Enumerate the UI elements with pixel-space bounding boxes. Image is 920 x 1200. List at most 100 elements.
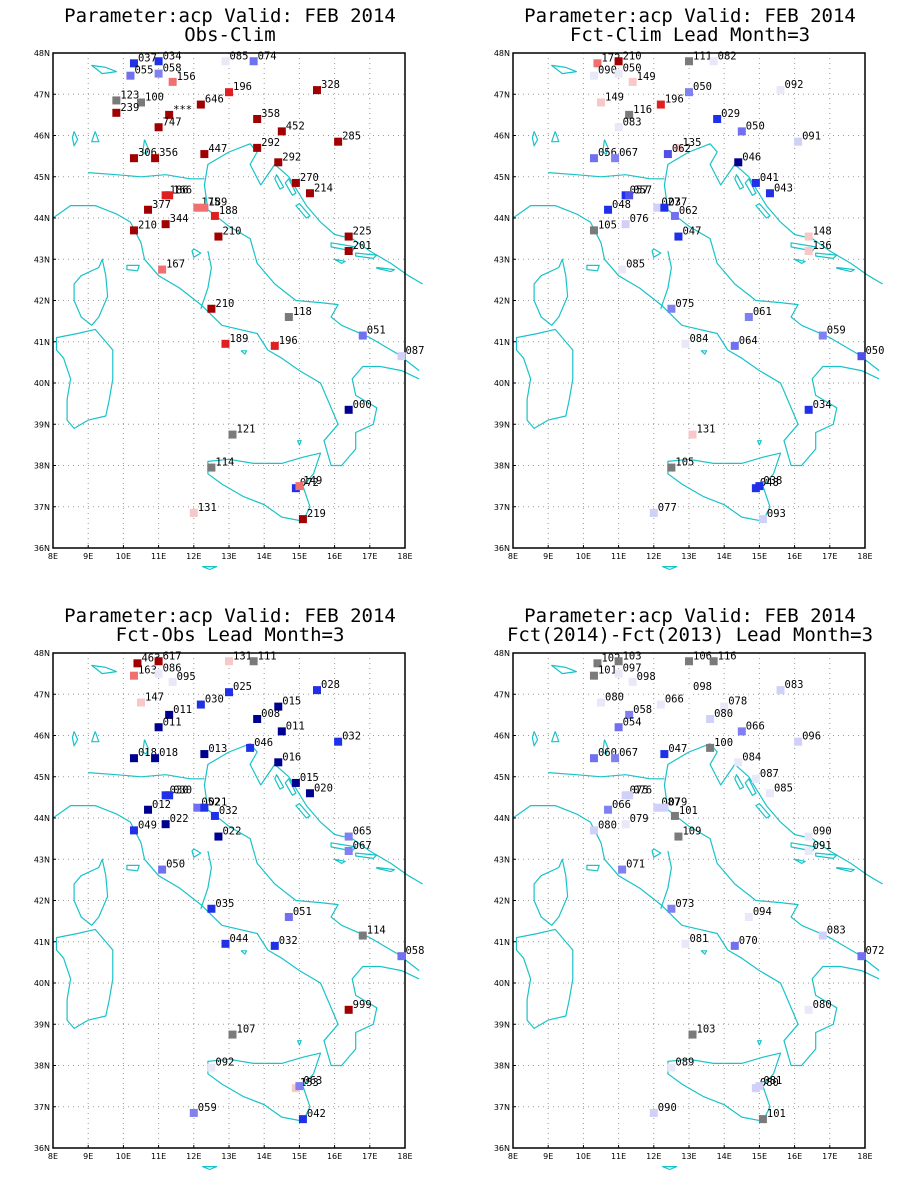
island-outline bbox=[376, 266, 395, 273]
station-marker bbox=[765, 789, 774, 798]
station-marker bbox=[291, 178, 300, 187]
coastline-segment bbox=[551, 664, 577, 675]
station-value-label: 021 bbox=[208, 797, 227, 809]
station-marker bbox=[344, 832, 353, 841]
lat-tick-label: 41N bbox=[34, 938, 50, 947]
station-marker bbox=[755, 1082, 764, 1091]
island-outline bbox=[355, 852, 378, 859]
station-value-label: 131 bbox=[697, 424, 716, 436]
station-value-label: 210 bbox=[222, 226, 241, 238]
station-value-label: 196 bbox=[233, 81, 252, 93]
station-marker bbox=[249, 657, 258, 666]
station-marker bbox=[755, 482, 764, 491]
coastline-segment bbox=[663, 743, 883, 972]
station-value-label: 022 bbox=[222, 826, 241, 838]
station-marker bbox=[129, 671, 138, 680]
station-marker bbox=[207, 304, 216, 313]
station-value-label: 008 bbox=[261, 708, 280, 720]
station-value-label: 114 bbox=[367, 925, 386, 937]
station-value-label: 101 bbox=[679, 805, 698, 817]
coastline-segment bbox=[531, 131, 539, 147]
station-marker bbox=[744, 913, 753, 921]
station-value-label: 037 bbox=[668, 197, 687, 209]
coastline-segment bbox=[71, 131, 79, 147]
station-marker bbox=[688, 1030, 697, 1039]
panel-title: Parameter:acp Valid: FEB 2014 bbox=[64, 5, 396, 27]
station-marker bbox=[277, 727, 286, 736]
station-marker bbox=[625, 710, 634, 719]
island-outline bbox=[667, 1052, 782, 1122]
lat-tick-label: 44N bbox=[494, 214, 510, 223]
station-value-label: 059 bbox=[198, 1102, 217, 1114]
station-marker bbox=[656, 700, 665, 709]
lat-axis: 48N 47N 46N 45N 44N 43N 42N 41N 40N 39N 38N 37N 36N bbox=[34, 49, 56, 553]
island-outline bbox=[55, 928, 114, 1029]
station-marker bbox=[189, 1108, 198, 1117]
station-value-label: 131 bbox=[198, 502, 217, 514]
station-value-label: 189 bbox=[208, 197, 227, 209]
coastline-segment bbox=[531, 731, 539, 747]
lat-tick-label: 44N bbox=[494, 814, 510, 823]
station-value-label: 085 bbox=[774, 782, 793, 794]
station-value-label: 097 bbox=[623, 663, 642, 675]
station-marker bbox=[720, 702, 729, 711]
lat-tick-label: 42N bbox=[494, 897, 510, 906]
panel-subtitle: Fct-Clim Lead Month=3 bbox=[569, 24, 811, 46]
station-marker bbox=[295, 482, 304, 491]
station-value-label: 047 bbox=[668, 743, 687, 755]
station-marker bbox=[189, 508, 198, 517]
station-marker bbox=[397, 352, 406, 361]
station-marker bbox=[129, 226, 138, 235]
station-marker bbox=[589, 826, 598, 835]
station-marker bbox=[667, 304, 676, 313]
station-value-label: 035 bbox=[215, 898, 234, 910]
lon-tick-label: 17E bbox=[362, 552, 377, 561]
station-value-label: 083 bbox=[827, 925, 846, 937]
station-value-label: 022 bbox=[170, 813, 189, 825]
station-value-label: 025 bbox=[233, 681, 252, 693]
station-value-label: 070 bbox=[739, 935, 758, 947]
station-marker bbox=[207, 463, 216, 472]
coastline-segment bbox=[651, 248, 662, 258]
station-marker bbox=[214, 832, 223, 841]
lon-tick-label: 16E bbox=[327, 1152, 342, 1161]
station-marker bbox=[207, 904, 216, 913]
station-marker bbox=[706, 715, 715, 723]
lat-tick-label: 38N bbox=[34, 462, 50, 471]
station-marker bbox=[193, 203, 202, 212]
station-value-label: 107 bbox=[237, 1024, 256, 1036]
station-marker bbox=[344, 247, 353, 255]
lon-tick-label: 13E bbox=[221, 1152, 236, 1161]
station-value-label: 103 bbox=[623, 650, 642, 662]
station-marker bbox=[614, 69, 623, 78]
lat-tick-label: 38N bbox=[34, 1062, 50, 1071]
island-outline bbox=[334, 858, 346, 864]
station-marker bbox=[200, 150, 209, 159]
station-marker bbox=[674, 232, 683, 241]
station-value-label: 149 bbox=[303, 475, 322, 487]
island-outline bbox=[73, 258, 109, 326]
station-value-label: 071 bbox=[626, 859, 645, 871]
station-value-label: 051 bbox=[293, 906, 312, 918]
station-value-label: 067 bbox=[619, 147, 638, 159]
station-value-label: 356 bbox=[159, 147, 178, 159]
station-marker bbox=[154, 123, 163, 132]
station-value-label: 085 bbox=[229, 50, 248, 62]
station-value-label: 011 bbox=[163, 716, 182, 728]
station-value-label: 046 bbox=[742, 151, 761, 163]
island-outline bbox=[667, 452, 782, 522]
lat-tick-label: 45N bbox=[494, 773, 510, 782]
island-outline bbox=[202, 566, 218, 571]
lon-axis: 8E 9E 10E 11E 12E 13E 14E 15E 16E 17E 18E bbox=[48, 545, 413, 561]
coastline-segment bbox=[52, 805, 420, 1067]
island-outline bbox=[734, 174, 745, 190]
station-marker bbox=[804, 847, 813, 855]
lat-tick-label: 46N bbox=[494, 132, 510, 141]
station-marker bbox=[734, 158, 743, 167]
station-marker bbox=[334, 137, 343, 146]
station-marker bbox=[133, 659, 142, 668]
lon-tick-label: 13E bbox=[681, 552, 696, 561]
lon-tick-label: 18E bbox=[857, 552, 872, 561]
island-outline bbox=[73, 858, 109, 926]
lat-tick-label: 48N bbox=[34, 649, 50, 658]
